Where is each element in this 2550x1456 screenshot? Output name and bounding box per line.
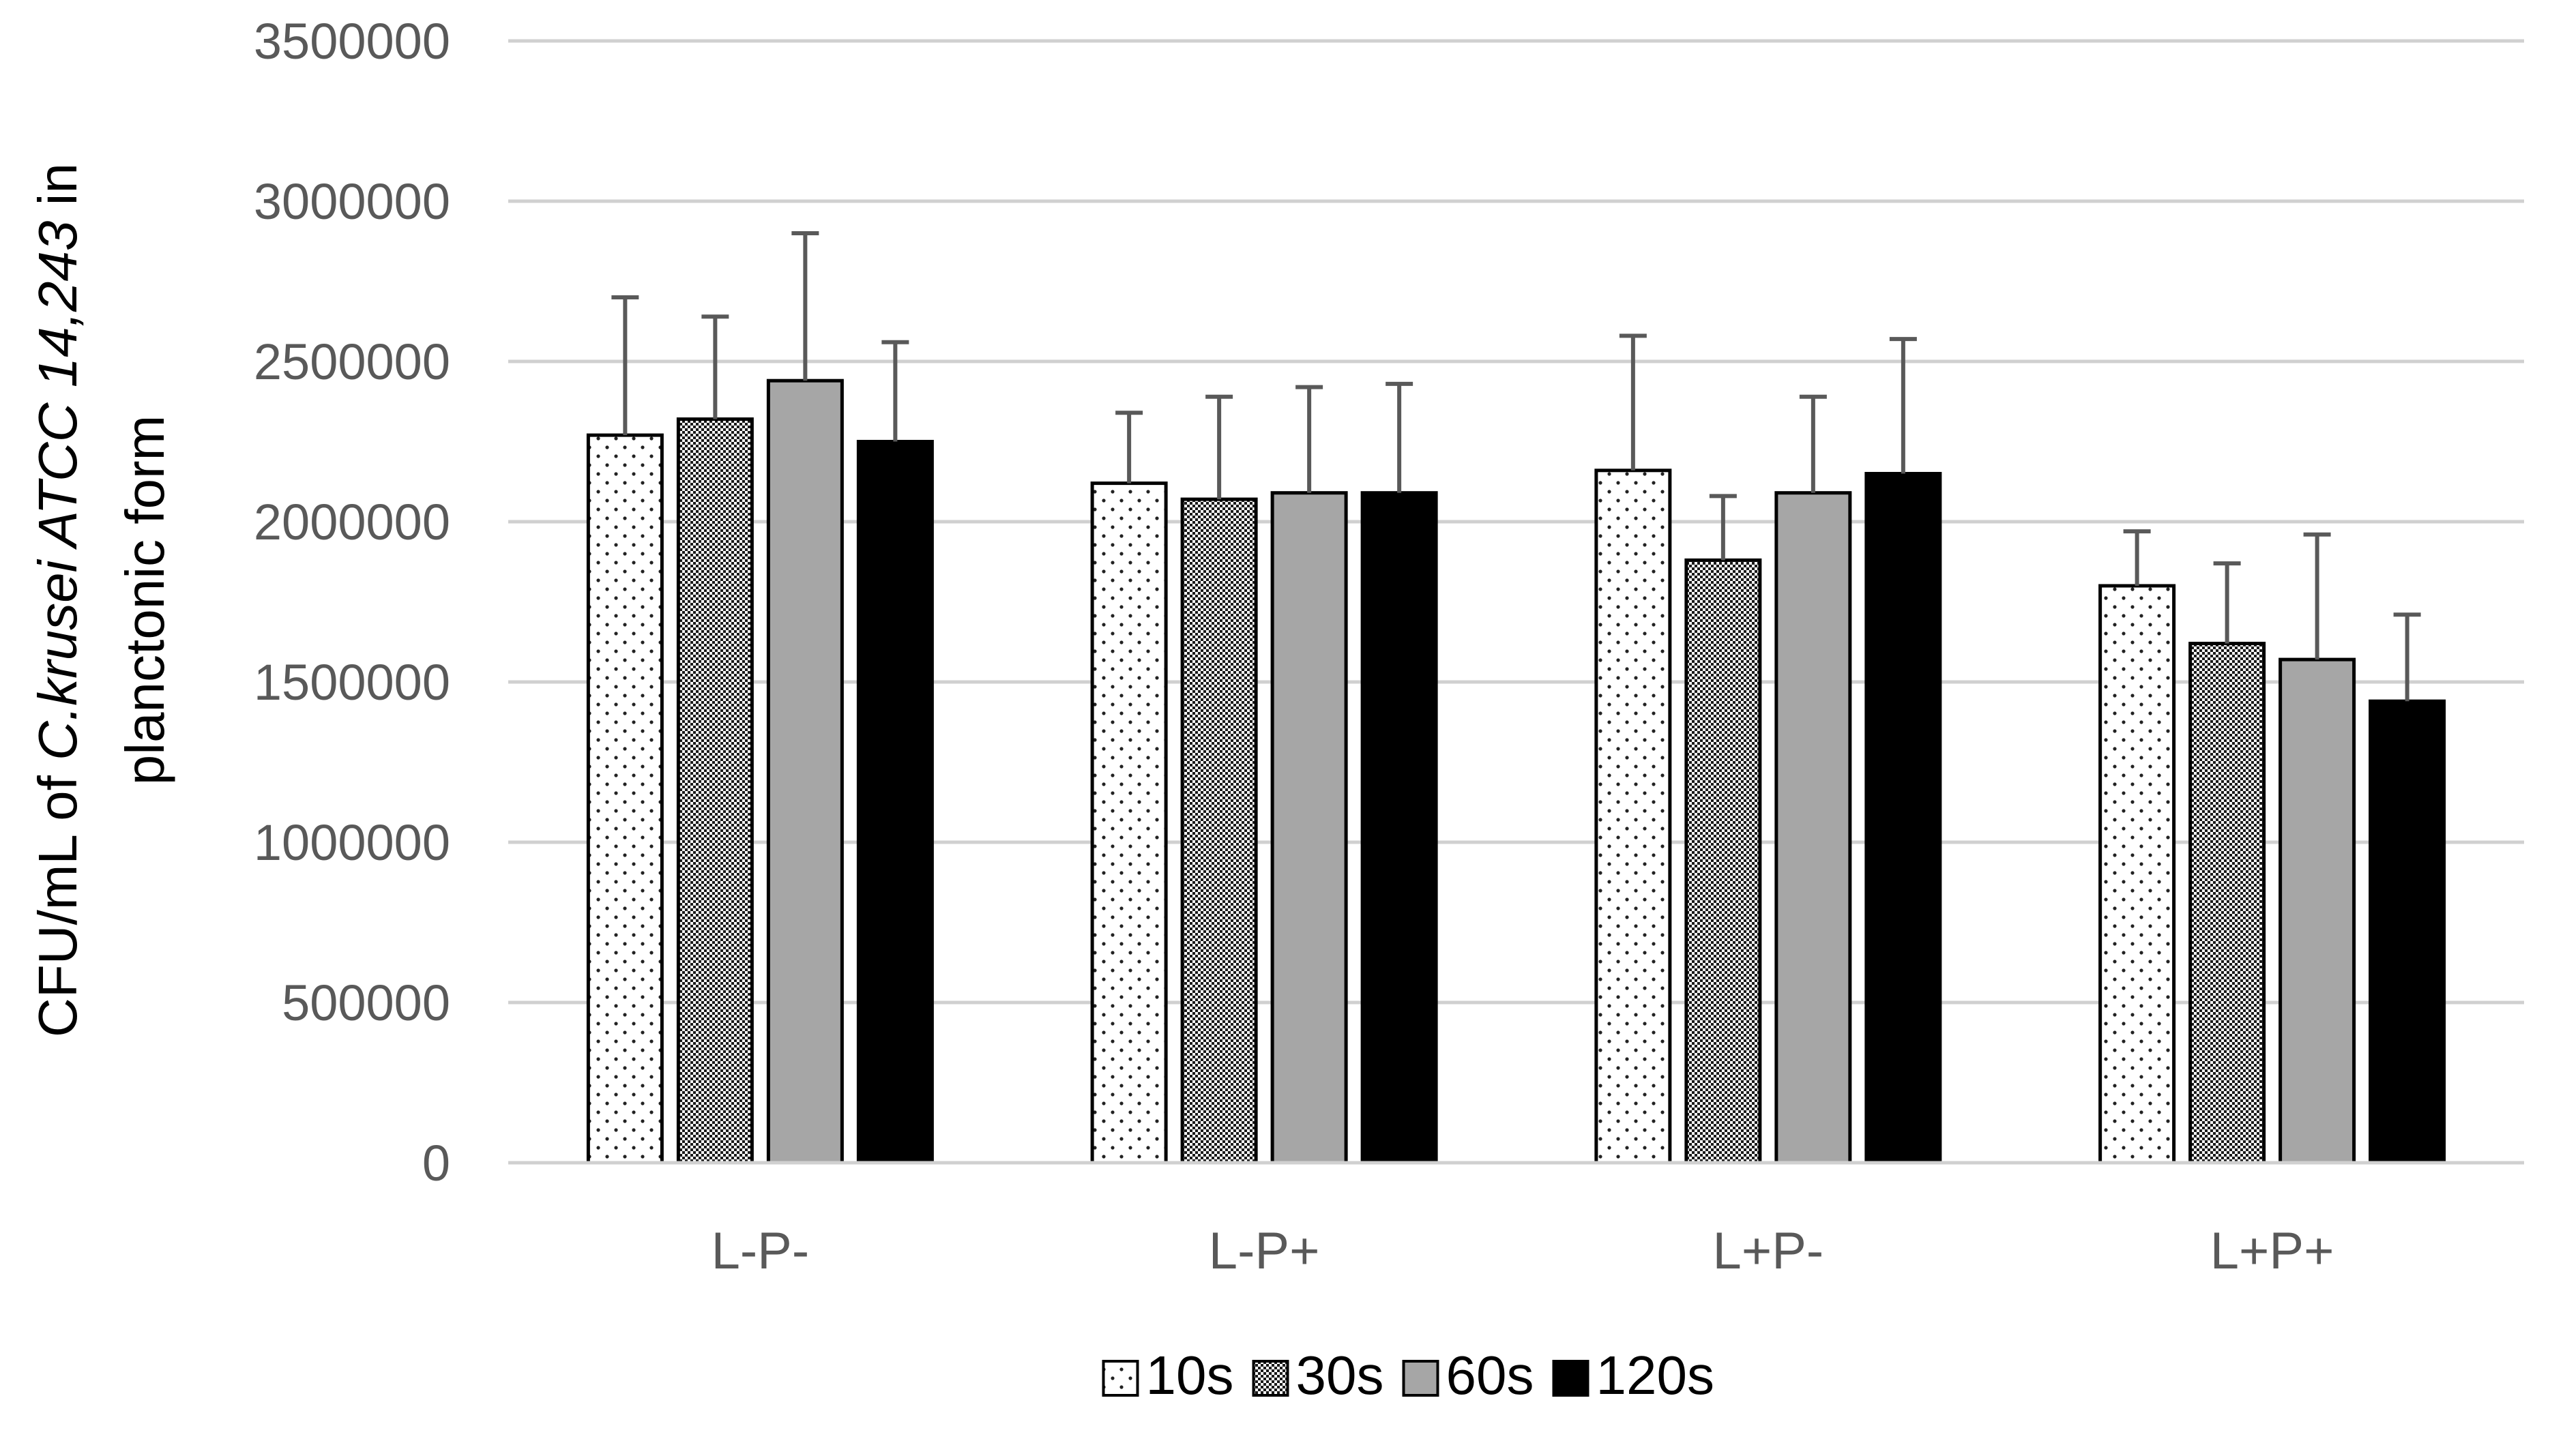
y-axis-title-segment: CFU/mL of <box>27 760 88 1037</box>
y-tick-label: 2000000 <box>254 494 450 550</box>
legend-label: 30s <box>1296 1345 1384 1406</box>
y-tick-label: 1500000 <box>254 654 450 711</box>
bar-60s-L+P+ <box>2278 657 2356 1165</box>
legend-label: 60s <box>1446 1345 1534 1406</box>
bar-10s-L-P- <box>586 433 664 1165</box>
y-tick-label: 1000000 <box>254 814 450 871</box>
bar-10s-L-P+ <box>1090 481 1168 1165</box>
y-axis-title-segment: planctonic form <box>115 415 175 785</box>
legend-swatch <box>1252 1360 1289 1397</box>
bar-120s-L-P+ <box>1360 491 1438 1165</box>
y-axis-title-line: planctonic form <box>115 415 175 785</box>
legend-item-30s: 30s <box>1252 1345 1384 1406</box>
y-tick-label: 500000 <box>282 975 450 1031</box>
y-axis-title-segment: C.krusei ATCC 14,243 <box>27 221 88 760</box>
bar-30s-L-P+ <box>1180 497 1258 1165</box>
bar-30s-L+P- <box>1684 558 1762 1165</box>
legend-swatch <box>1402 1360 1439 1397</box>
x-tick-label: L+P+ <box>2210 1222 2334 1280</box>
x-axis-category-labels: L-P- L-P+ L+P- L+P+ <box>712 1222 2334 1280</box>
bar-30s-L-P- <box>676 417 754 1165</box>
legend-swatch <box>1552 1360 1589 1397</box>
bar-120s-L-P- <box>856 440 934 1165</box>
legend-swatch <box>1102 1360 1139 1397</box>
legend-item-120s: 120s <box>1552 1345 1714 1406</box>
bar-120s-L+P+ <box>2369 699 2446 1165</box>
bar-60s-L+P- <box>1774 491 1852 1165</box>
legend-item-60s: 60s <box>1402 1345 1534 1406</box>
bar-10s-L+P- <box>1594 469 1672 1165</box>
x-tick-label: L+P- <box>1713 1222 1824 1280</box>
y-axis-title-line: CFU/mL of C.krusei ATCC 14,243 in <box>27 163 88 1037</box>
legend-label: 10s <box>1146 1345 1234 1406</box>
y-tick-label: 0 <box>422 1135 450 1191</box>
legend-label: 120s <box>1596 1345 1714 1406</box>
x-tick-label: L-P- <box>712 1222 810 1280</box>
bar-30s-L+P+ <box>2188 642 2266 1165</box>
y-axis-title-segment: in <box>27 163 88 221</box>
y-axis-tick-labels: 0 500000 1000000 1500000 2000000 2500000 30000… <box>254 13 450 1191</box>
bar-10s-L+P+ <box>2098 584 2176 1165</box>
legend: 10s 30s 60s 120s <box>1102 1345 1714 1406</box>
x-tick-label: L-P+ <box>1209 1222 1320 1280</box>
bars <box>586 378 2446 1165</box>
y-tick-label: 3500000 <box>254 13 450 70</box>
y-axis-title: CFU/mL of C.krusei ATCC 14,243 in plancto… <box>27 163 175 1037</box>
bar-60s-L-P+ <box>1270 491 1348 1165</box>
y-tick-label: 2500000 <box>254 333 450 390</box>
legend-item-10s: 10s <box>1102 1345 1234 1406</box>
y-tick-label: 3000000 <box>254 173 450 230</box>
error-bars <box>611 231 2421 702</box>
bar-120s-L+P- <box>1864 472 1942 1165</box>
bar-60s-L-P- <box>766 378 844 1165</box>
gridlines <box>508 39 2524 1005</box>
